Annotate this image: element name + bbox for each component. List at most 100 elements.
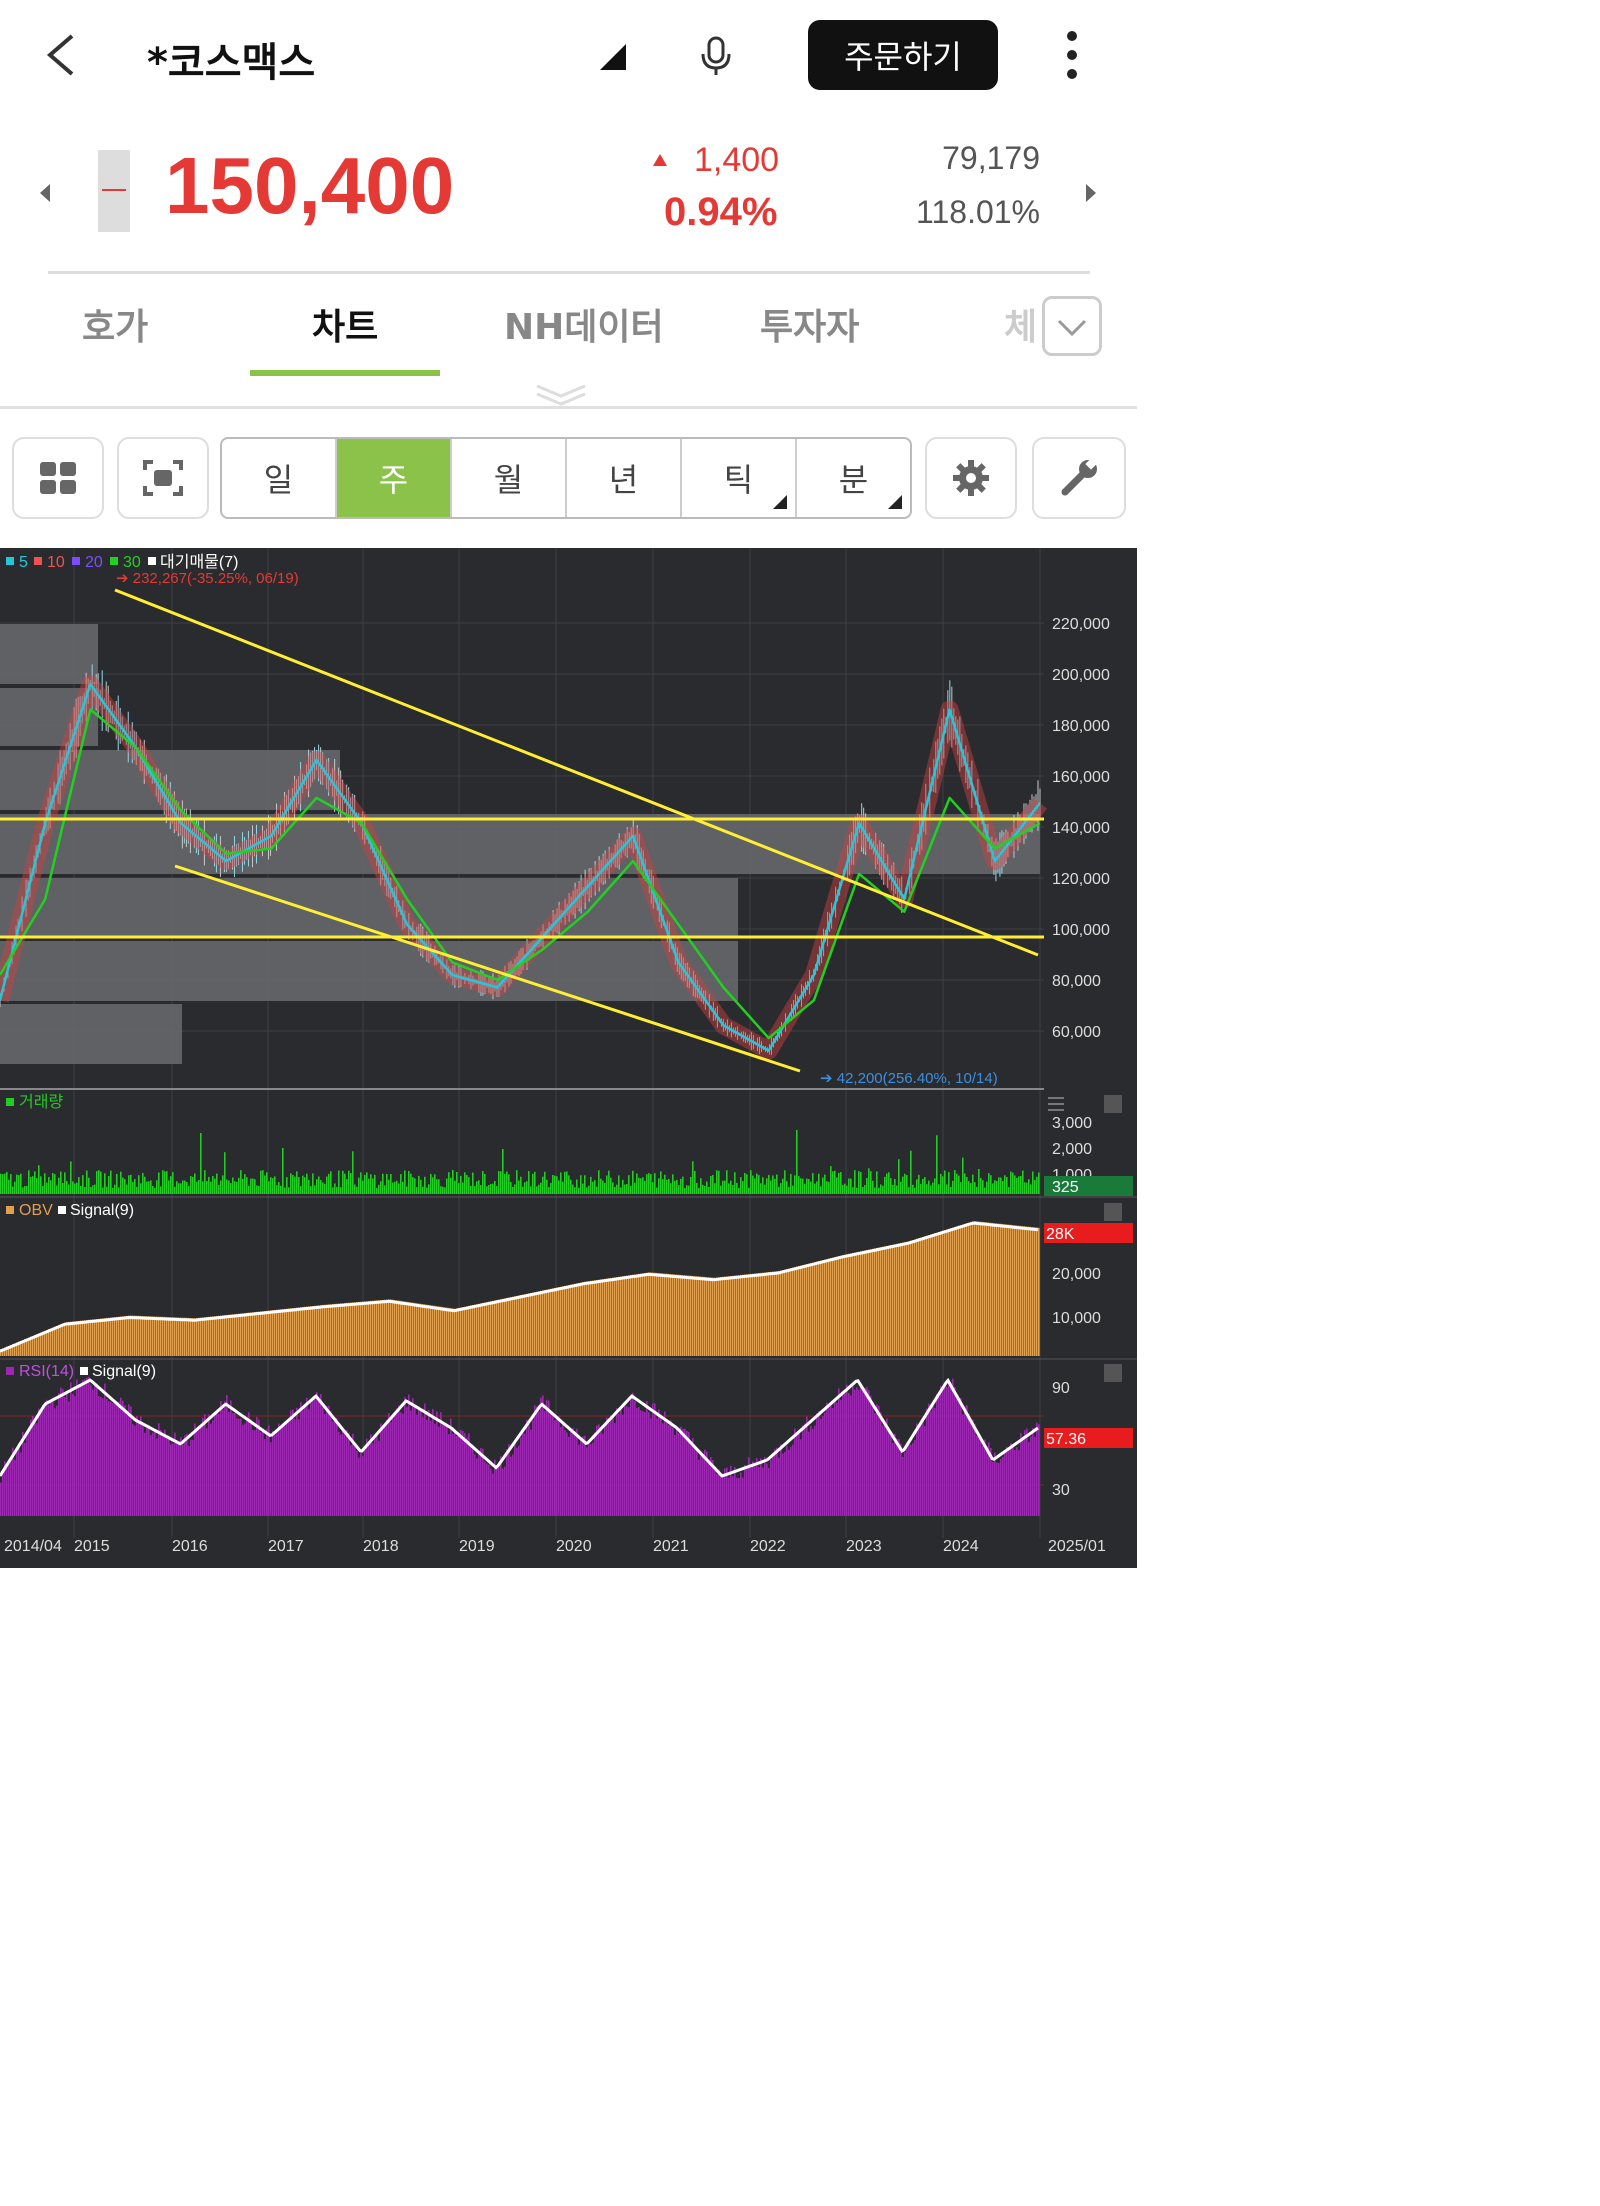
volume-bar [526,1181,528,1194]
order-button[interactable]: 주문하기 [808,20,998,90]
layout-grid-button[interactable] [12,437,104,519]
rsi-bar [890,1431,892,1516]
rsi-bar [254,1430,256,1516]
rsi-bar [928,1403,930,1516]
rsi-bar [12,1447,14,1516]
close-panel-icon[interactable] [1104,1203,1122,1221]
obv-bar [834,1257,836,1356]
tab-chart[interactable]: 차트 [312,307,379,348]
fullscreen-button[interactable] [117,437,209,519]
more-menu-icon[interactable] [1062,28,1082,84]
rsi-bar [30,1419,32,1516]
rsi-bar [728,1477,730,1516]
volume-bar [630,1185,632,1194]
rsi-bar [1028,1442,1030,1516]
time-tick: 2024 [943,1538,979,1555]
stock-chart[interactable]: 5 10 20 30 대기매물(7) ➔ 232,267(-35.25%, 06… [0,548,1137,1568]
obv-bar [252,1312,254,1356]
microphone-icon[interactable] [698,36,734,76]
period-month[interactable]: 월 [452,439,567,517]
volume-bar [86,1170,88,1194]
rsi-bar [966,1404,968,1516]
obv-bar [866,1250,868,1356]
tab-nh-data[interactable]: NH데이터 [504,307,664,348]
obv-bar [194,1318,196,1356]
obv-bar [400,1300,402,1356]
rsi-bar [916,1423,918,1516]
legend-swatch [6,1098,14,1106]
tab-expand-button[interactable] [1042,296,1102,356]
volume-bar [552,1174,554,1194]
volume-bar [634,1182,636,1194]
volume-bar [4,1173,6,1194]
rsi-bar [528,1420,530,1516]
dropdown-triangle-icon[interactable] [598,42,628,72]
rsi-bar [394,1411,396,1516]
volume-bar [794,1175,796,1194]
volume-bar [502,1149,504,1194]
close-panel-icon[interactable] [1104,1095,1122,1113]
volume-bar [796,1129,798,1194]
period-week[interactable]: 주 [337,439,452,517]
tab-more[interactable]: 체 [1004,307,1038,348]
obv-bar [536,1291,538,1356]
grid-icon [40,462,76,494]
volume-bar [864,1185,866,1194]
rsi-bar [464,1433,466,1516]
volume-bar [546,1179,548,1194]
period-year[interactable]: 년 [567,439,682,517]
volume-bar [872,1180,874,1194]
obv-bar [348,1302,350,1356]
obv-bar [410,1302,412,1356]
tools-button[interactable] [1032,437,1126,519]
volume-bar [574,1187,576,1194]
period-tick[interactable]: 틱 [682,439,797,517]
obv-bar [990,1222,992,1356]
volume-bar [946,1184,948,1194]
settings-button[interactable] [925,437,1017,519]
supply-bar [0,941,738,1001]
obv-bar [134,1315,136,1356]
close-panel-icon[interactable] [1104,1364,1122,1382]
rsi-bar [624,1402,626,1516]
volume-bar [342,1170,344,1194]
obv-bar [816,1261,818,1356]
volume-bar [556,1176,558,1194]
rsi-bar [634,1401,636,1516]
obv-bar [944,1230,946,1356]
tab-investor[interactable]: 투자자 [760,307,860,348]
collapse-handle-icon[interactable] [535,382,587,406]
obv-bar [806,1264,808,1356]
rsi-bar [204,1414,206,1516]
period-day[interactable]: 일 [222,439,337,517]
legend-swatch [6,557,14,565]
tab-hoga[interactable]: 호가 [82,307,149,348]
volume-bar [390,1174,392,1194]
rsi-bar [212,1420,214,1516]
volume-bar [406,1186,408,1194]
obv-bar [492,1300,494,1356]
volume-bar [710,1175,712,1194]
rsi-bar [820,1418,822,1516]
rsi-bar [36,1423,38,1516]
obv-bar [196,1318,198,1356]
volume-bar [806,1178,808,1194]
obv-bar [218,1315,220,1356]
volume-bar [686,1185,688,1194]
rsi-current-badge [1044,1428,1133,1448]
prev-stock-icon[interactable] [38,182,52,204]
volume-bar [600,1178,602,1194]
obv-bar [324,1304,326,1356]
back-icon[interactable] [42,30,82,80]
next-stock-icon[interactable] [1084,182,1098,204]
volume-bar [658,1178,660,1194]
rsi-bar [656,1418,658,1516]
panel-menu-icon[interactable] [1048,1097,1064,1111]
rsi-tick: 90 [1052,1380,1070,1397]
price-change-pct: 0.94% [664,190,778,234]
obv-bar [992,1222,994,1356]
volume-bar [866,1178,868,1194]
period-minute[interactable]: 분 [797,439,910,517]
obv-current: 28K [1046,1226,1075,1243]
rsi-bar [328,1405,330,1516]
